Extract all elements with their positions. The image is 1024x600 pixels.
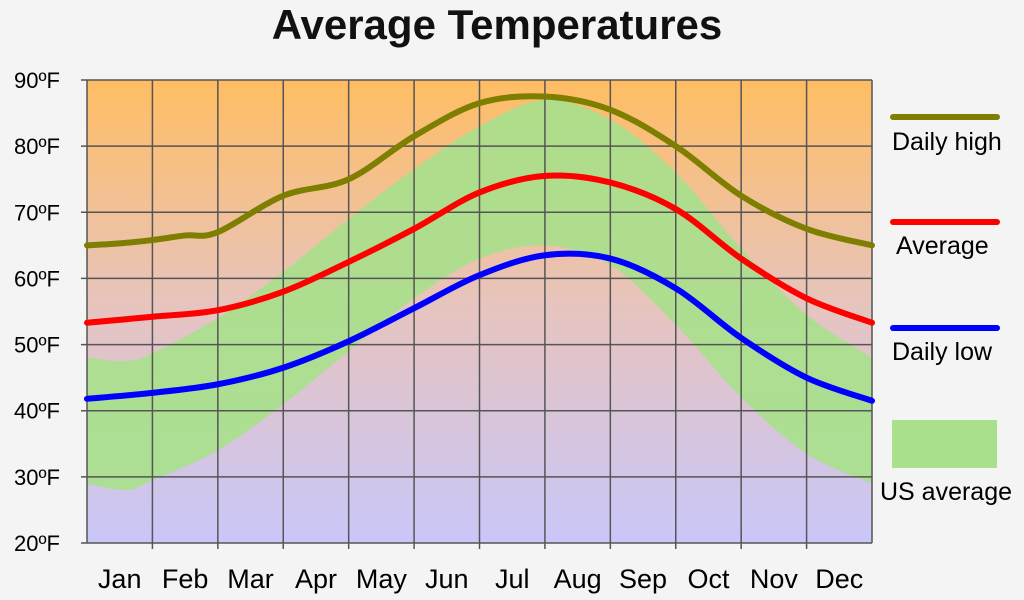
x-tick-label: Mar xyxy=(227,564,274,594)
x-tick-label: Sep xyxy=(619,564,667,594)
series-line-daily-high xyxy=(84,93,875,249)
y-tick-label: 80ºF xyxy=(14,134,60,159)
legend-label-us-average: US average xyxy=(880,478,1013,506)
y-tick-label: 40ºF xyxy=(14,399,60,424)
y-tick-label: 90ºF xyxy=(14,68,60,93)
x-tick-label: Jan xyxy=(98,564,142,594)
legend-label-average: Average xyxy=(896,232,989,260)
chart-title: Average Temperatures xyxy=(271,1,723,48)
series-line-average xyxy=(84,172,875,326)
x-tick-label: Aug xyxy=(554,564,602,594)
x-tick-label: Dec xyxy=(815,564,863,594)
y-tick-label: 50ºF xyxy=(14,333,60,358)
legend-label-daily-low: Daily low xyxy=(892,338,993,366)
y-tick-label: 60ºF xyxy=(14,266,60,291)
x-tick-label: Apr xyxy=(295,564,337,594)
x-tick-label: Jun xyxy=(425,564,469,594)
y-tick-label: 20ºF xyxy=(14,531,60,556)
x-tick-label: Jul xyxy=(495,564,530,594)
x-tick-label: Oct xyxy=(687,564,730,594)
series-line-daily-low xyxy=(84,250,875,404)
y-tick-label: 30ºF xyxy=(14,465,60,490)
y-tick-label: 70ºF xyxy=(14,200,60,225)
legend-swatch-us-average xyxy=(892,420,997,468)
x-tick-label: Feb xyxy=(162,564,209,594)
x-tick-label: Nov xyxy=(750,564,799,594)
legend-label-daily-high: Daily high xyxy=(892,128,1002,156)
x-tick-label: May xyxy=(356,564,408,594)
